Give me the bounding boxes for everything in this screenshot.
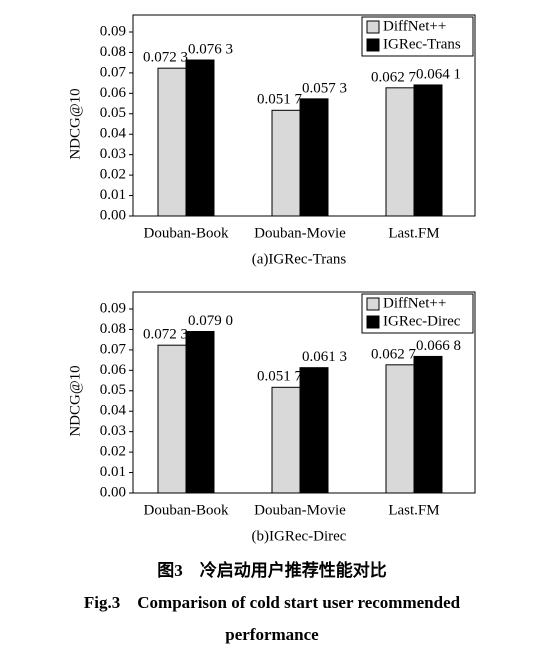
y-tick-label: 0.05 [100,105,126,121]
y-tick-label: 0.01 [100,464,126,480]
x-tick-label: Douban-Movie [254,502,346,518]
bar [271,109,301,217]
value-label: 0.072 3 [143,50,188,66]
bar [385,87,415,217]
value-label: 0.057 3 [302,80,347,96]
y-tick-label: 0.00 [100,207,126,223]
bar [185,59,215,217]
legend-box [361,293,474,334]
value-label: 0.079 0 [188,313,233,329]
caption-en: performance [225,625,319,644]
bar [185,330,215,494]
y-tick-label: 0.07 [100,64,127,80]
y-tick-label: 0.00 [100,484,126,500]
y-tick-label: 0.09 [100,300,126,316]
bar [299,98,329,217]
y-axis-label: NDCG@10 [67,365,83,436]
chart-title: (a)IGRec-Trans [252,251,347,267]
y-tick-label: 0.04 [100,126,127,142]
caption-en: Fig.3 Comparison of cold start user reco… [84,593,461,612]
value-label: 0.062 7 [371,69,417,85]
value-label: 0.051 7 [257,369,303,385]
value-label: 0.061 3 [302,349,347,365]
y-tick-label: 0.06 [100,85,127,101]
value-label: 0.072 3 [143,327,188,343]
legend-box [361,16,474,57]
y-tick-label: 0.08 [100,44,126,60]
bar [157,344,187,494]
caption-zh: 图3 冷启动用户推荐性能对比 [157,560,387,580]
bar [385,364,415,494]
x-tick-label: Douban-Book [144,502,229,518]
y-tick-label: 0.06 [100,362,127,378]
chart-title: (b)IGRec-Direc [252,528,347,544]
x-tick-label: Douban-Movie [254,225,346,241]
bar [413,355,443,494]
y-tick-label: 0.05 [100,382,126,398]
legend-label: DiffNet++ [383,295,446,311]
legend-label: IGRec-Direc [383,313,461,329]
value-label: 0.051 7 [257,92,303,108]
legend-swatch [366,20,380,34]
y-tick-label: 0.07 [100,341,127,357]
bar [157,67,187,217]
y-tick-label: 0.03 [100,146,126,162]
y-axis-label: NDCG@10 [67,88,83,159]
legend-swatch [366,297,380,311]
y-tick-label: 0.04 [100,403,127,419]
y-tick-label: 0.03 [100,423,126,439]
legend-swatch [366,315,380,329]
value-label: 0.076 3 [188,41,233,57]
value-label: 0.062 7 [371,346,417,362]
y-tick-label: 0.08 [100,321,126,337]
x-tick-label: Last.FM [388,502,439,518]
y-tick-label: 0.02 [100,167,126,183]
value-label: 0.064 1 [416,66,461,82]
y-tick-label: 0.09 [100,23,126,39]
x-tick-label: Douban-Book [144,225,229,241]
bar [299,367,329,494]
x-tick-label: Last.FM [388,225,439,241]
legend-label: IGRec-Trans [383,36,461,52]
bar [271,386,301,494]
y-tick-label: 0.02 [100,444,126,460]
value-label: 0.066 8 [416,338,461,354]
legend-label: DiffNet++ [383,18,446,34]
bar [413,84,443,217]
legend-swatch [366,38,380,52]
y-tick-label: 0.01 [100,187,126,203]
